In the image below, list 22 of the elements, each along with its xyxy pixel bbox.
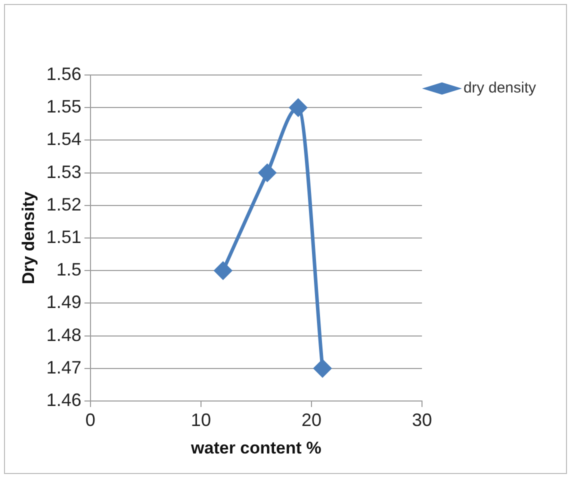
y-tick-label: 1.5 bbox=[56, 260, 82, 280]
y-tick-label: 1.48 bbox=[46, 324, 82, 345]
y-tick-label: 1.54 bbox=[46, 129, 82, 150]
x-tick-label: 10 bbox=[190, 410, 211, 430]
y-tick-label: 1.49 bbox=[46, 292, 82, 312]
y-tick-label: 1.52 bbox=[46, 194, 82, 214]
y-tick-label: 1.46 bbox=[46, 390, 82, 410]
y-axis-title: Dry density bbox=[18, 191, 38, 284]
y-tick-label: 1.51 bbox=[46, 226, 82, 247]
y-tick-label: 1.56 bbox=[46, 64, 82, 84]
y-tick-label: 1.53 bbox=[46, 162, 82, 182]
point bbox=[314, 360, 332, 378]
legend-label: dry density bbox=[463, 80, 536, 97]
x-axis-title: water content % bbox=[190, 438, 322, 458]
x-tick-label: 30 bbox=[412, 410, 432, 430]
x-tick-label: 0 bbox=[85, 410, 96, 430]
point bbox=[214, 262, 232, 280]
point bbox=[289, 98, 307, 116]
y-tick-label: 1.55 bbox=[46, 96, 82, 117]
point bbox=[258, 164, 276, 182]
x-tick-label: 20 bbox=[301, 410, 322, 430]
y-tick-label: 1.47 bbox=[46, 357, 82, 378]
